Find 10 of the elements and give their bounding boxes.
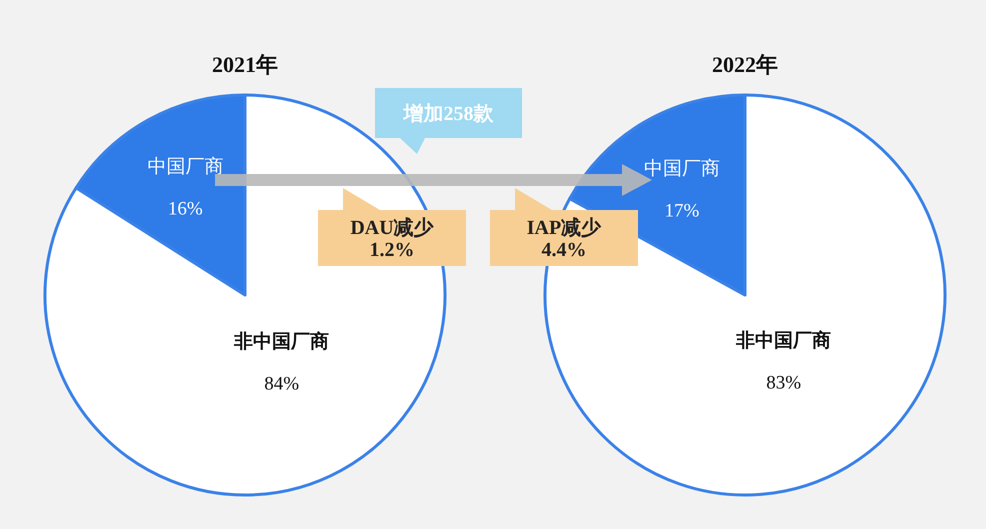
slice-label: 非中国厂商 — [233, 330, 330, 353]
data-label: 17% — [664, 200, 700, 222]
chart-title: 2021年 — [212, 52, 278, 77]
chart-title: 2022年 — [712, 52, 778, 77]
data-label: 84% — [264, 374, 300, 395]
slice-label: 中国厂商 — [644, 157, 720, 180]
slice-label: 中国厂商 — [147, 155, 224, 178]
slice-label: 非中国厂商 — [735, 329, 832, 352]
data-label: 16% — [168, 198, 203, 220]
data-label: 83% — [766, 372, 802, 394]
